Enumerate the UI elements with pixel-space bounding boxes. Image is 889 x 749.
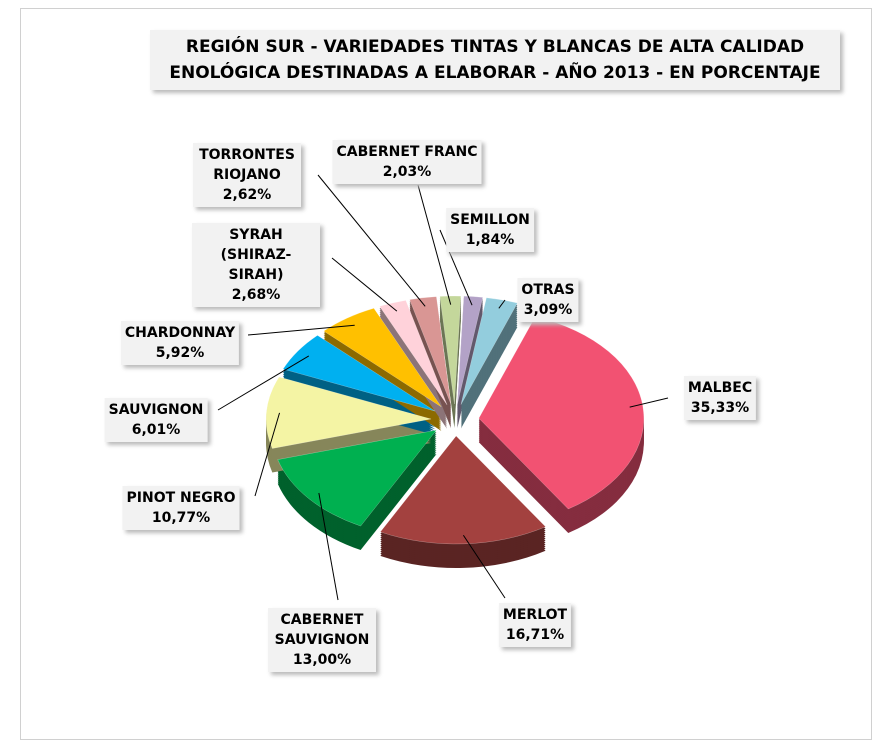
leader-line	[439, 229, 473, 306]
slice	[460, 297, 518, 405]
label-value: 5,92%	[155, 345, 205, 361]
data-label: PINOT NEGRO 10,77%	[122, 486, 240, 530]
label-value: 6,01%	[131, 422, 181, 438]
data-label: SAUVIGNON 6,01%	[104, 398, 208, 442]
label-value: 2,62%	[222, 187, 272, 203]
label-value: 3,09%	[523, 302, 573, 318]
leader-line	[629, 397, 669, 408]
slice	[282, 335, 436, 412]
label-value: 10,77%	[151, 510, 211, 526]
label-name: PINOT NEGRO	[126, 490, 236, 506]
slice	[439, 295, 462, 405]
leader-line	[417, 184, 452, 305]
label-name: TORRONTES RIOJANO	[199, 147, 295, 183]
chart-title: REGIÓN SUR - VARIEDADES TINTAS Y BLANCAS…	[150, 30, 840, 90]
data-label: OTRAS 3,09%	[517, 278, 579, 322]
data-label: SEMILLON 1,84%	[446, 208, 534, 252]
leader-line	[498, 299, 506, 309]
label-value: 35,33%	[690, 400, 750, 416]
label-name: CHARDONNAY	[124, 325, 236, 341]
data-label: CABERNET SAUVIGNON 13,00%	[268, 608, 376, 672]
slices	[265, 295, 645, 545]
label-name: CABERNET FRANC	[336, 144, 478, 160]
leader-line	[318, 492, 339, 601]
label-name: MERLOT	[502, 607, 568, 623]
data-label: SYRAH (SHIRAZ-SIRAH) 2,68%	[192, 223, 320, 307]
leader-line	[331, 257, 398, 312]
slice	[478, 316, 645, 510]
label-name: SEMILLON	[450, 212, 530, 228]
leader-line	[217, 355, 310, 411]
data-label: MALBEC 35,33%	[683, 376, 757, 420]
data-label: TORRONTES RIOJANO 2,62%	[193, 143, 301, 207]
leader-line	[317, 174, 426, 307]
slice	[265, 376, 432, 449]
data-label: CHARDONNAY 5,92%	[120, 321, 240, 365]
label-name: MALBEC	[687, 380, 753, 396]
label-value: 13,00%	[292, 652, 352, 668]
label-name: SAUVIGNON	[108, 402, 204, 418]
leaders	[217, 174, 669, 601]
leader-line	[462, 534, 506, 599]
data-label: MERLOT 16,71%	[498, 603, 572, 647]
leader-line	[254, 412, 281, 497]
label-value: 2,03%	[382, 164, 432, 180]
slice	[379, 435, 546, 545]
slice	[409, 296, 452, 405]
label-name: CABERNET SAUVIGNON	[274, 612, 370, 648]
label-value: 1,84%	[465, 232, 515, 248]
slice	[277, 429, 438, 527]
slice	[457, 295, 484, 405]
label-value: 2,68%	[231, 287, 281, 303]
chart-frame	[20, 8, 872, 740]
label-name: SYRAH (SHIRAZ-SIRAH)	[220, 227, 292, 283]
slice	[323, 308, 442, 408]
slice	[379, 300, 448, 406]
data-label: CABERNET FRANC 2,03%	[332, 140, 482, 184]
leader-line	[247, 324, 355, 336]
label-name: OTRAS	[521, 282, 575, 298]
label-value: 16,71%	[505, 627, 565, 643]
